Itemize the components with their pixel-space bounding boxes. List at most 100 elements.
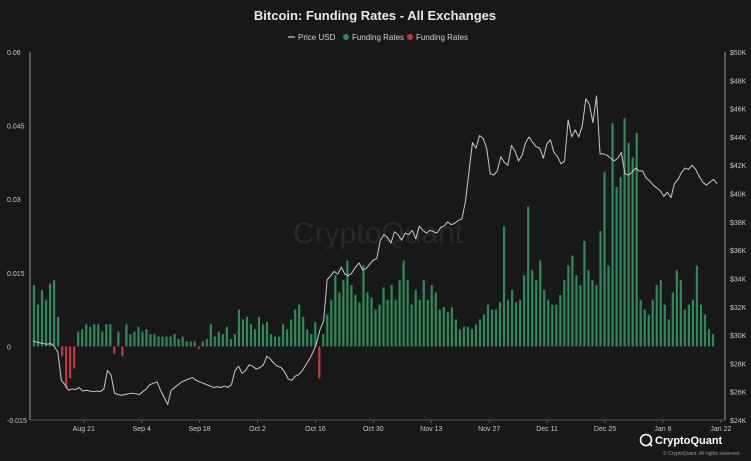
funding-bar-positive[interactable] bbox=[470, 329, 474, 347]
funding-bar-positive[interactable] bbox=[269, 334, 273, 347]
funding-bar-positive[interactable] bbox=[286, 329, 289, 347]
funding-bar-positive[interactable] bbox=[687, 304, 690, 347]
funding-bar-positive[interactable] bbox=[583, 240, 586, 347]
funding-bar-positive[interactable] bbox=[555, 304, 558, 347]
funding-bar-positive[interactable] bbox=[587, 270, 590, 347]
funding-bar-negative[interactable] bbox=[113, 346, 116, 354]
funding-bar-positive[interactable] bbox=[338, 292, 341, 347]
funding-bar-positive[interactable] bbox=[543, 289, 546, 347]
funding-bar-positive[interactable] bbox=[229, 339, 232, 347]
funding-bar-positive[interactable] bbox=[426, 299, 429, 347]
funding-bar-positive[interactable] bbox=[711, 334, 715, 347]
funding-bar-positive[interactable] bbox=[659, 280, 662, 347]
funding-bar-positive[interactable] bbox=[474, 324, 478, 347]
funding-bar-positive[interactable] bbox=[109, 324, 112, 347]
funding-bar-positive[interactable] bbox=[623, 118, 626, 347]
funding-bar-positive[interactable] bbox=[165, 336, 168, 347]
funding-bar-positive[interactable] bbox=[603, 172, 606, 347]
funding-bar-positive[interactable] bbox=[511, 289, 514, 347]
funding-bar-positive[interactable] bbox=[406, 280, 409, 347]
funding-bar-positive[interactable] bbox=[249, 324, 253, 347]
funding-bar-positive[interactable] bbox=[81, 329, 84, 347]
funding-bar-positive[interactable] bbox=[575, 275, 578, 347]
funding-bar-positive[interactable] bbox=[189, 341, 192, 347]
funding-bar-positive[interactable] bbox=[358, 302, 361, 347]
funding-bar-positive[interactable] bbox=[57, 316, 60, 347]
funding-bar-positive[interactable] bbox=[547, 299, 550, 347]
funding-bar-positive[interactable] bbox=[386, 299, 389, 347]
funding-bar-positive[interactable] bbox=[539, 260, 542, 347]
funding-bar-positive[interactable] bbox=[241, 319, 245, 347]
funding-bar-positive[interactable] bbox=[48, 283, 52, 347]
funding-bar-positive[interactable] bbox=[486, 304, 490, 347]
funding-bar-positive[interactable] bbox=[635, 132, 638, 347]
funding-bar-positive[interactable] bbox=[627, 142, 630, 347]
funding-bar-positive[interactable] bbox=[93, 324, 96, 347]
funding-bar-positive[interactable] bbox=[494, 309, 498, 347]
funding-bar-positive[interactable] bbox=[101, 331, 104, 347]
funding-bar-positive[interactable] bbox=[265, 321, 269, 347]
funding-bar-positive[interactable] bbox=[607, 265, 610, 347]
funding-bar-positive[interactable] bbox=[478, 319, 482, 347]
funding-bar-positive[interactable] bbox=[571, 255, 574, 347]
funding-bar-positive[interactable] bbox=[398, 280, 401, 347]
funding-bar-positive[interactable] bbox=[394, 299, 397, 347]
funding-bar-positive[interactable] bbox=[298, 304, 301, 347]
funding-bar-positive[interactable] bbox=[193, 341, 196, 347]
funding-bar-positive[interactable] bbox=[418, 299, 421, 347]
funding-bar-positive[interactable] bbox=[506, 299, 510, 347]
funding-bar-positive[interactable] bbox=[85, 324, 88, 347]
funding-bar-positive[interactable] bbox=[257, 316, 261, 347]
funding-bar-positive[interactable] bbox=[535, 280, 538, 347]
funding-bar-positive[interactable] bbox=[683, 309, 686, 347]
funding-bar-positive[interactable] bbox=[44, 299, 48, 347]
funding-bar-positive[interactable] bbox=[430, 285, 433, 347]
funding-bar-positive[interactable] bbox=[370, 297, 373, 347]
funding-bar-positive[interactable] bbox=[314, 321, 317, 347]
funding-bar-positive[interactable] bbox=[502, 226, 506, 347]
funding-bar-positive[interactable] bbox=[302, 316, 305, 347]
funding-bar-positive[interactable] bbox=[153, 334, 156, 347]
funding-bar-positive[interactable] bbox=[366, 292, 369, 347]
funding-bar-positive[interactable] bbox=[599, 231, 602, 347]
legend-item-funding-negative[interactable]: Funding Rates bbox=[407, 33, 468, 42]
funding-bar-positive[interactable] bbox=[322, 334, 325, 347]
funding-bar-positive[interactable] bbox=[563, 280, 566, 347]
funding-bar-negative[interactable] bbox=[65, 346, 68, 389]
funding-bar-positive[interactable] bbox=[595, 285, 598, 347]
funding-bar-positive[interactable] bbox=[294, 309, 297, 347]
funding-bar-positive[interactable] bbox=[450, 307, 453, 347]
funding-bar-positive[interactable] bbox=[201, 341, 204, 347]
funding-bar-positive[interactable] bbox=[523, 275, 526, 347]
funding-bar-positive[interactable] bbox=[442, 307, 445, 347]
funding-bar-negative[interactable] bbox=[73, 346, 76, 369]
funding-bar-positive[interactable] bbox=[177, 339, 180, 347]
funding-bar-positive[interactable] bbox=[579, 285, 582, 347]
funding-bar-positive[interactable] bbox=[551, 304, 554, 347]
funding-bar-positive[interactable] bbox=[310, 334, 313, 347]
funding-bar-positive[interactable] bbox=[699, 304, 703, 347]
funding-bar-positive[interactable] bbox=[145, 329, 148, 347]
funding-bar-positive[interactable] bbox=[141, 331, 144, 347]
funding-bar-positive[interactable] bbox=[362, 265, 365, 347]
funding-bar-positive[interactable] bbox=[277, 336, 281, 347]
funding-bar-positive[interactable] bbox=[531, 270, 534, 347]
funding-bar-positive[interactable] bbox=[32, 285, 36, 347]
funding-bar-positive[interactable] bbox=[133, 331, 136, 347]
funding-bar-positive[interactable] bbox=[695, 265, 699, 347]
funding-bar-positive[interactable] bbox=[290, 319, 293, 347]
funding-bar-positive[interactable] bbox=[454, 319, 457, 347]
funding-bar-negative[interactable] bbox=[69, 346, 72, 379]
funding-bar-positive[interactable] bbox=[703, 314, 707, 347]
funding-bar-positive[interactable] bbox=[414, 289, 417, 347]
funding-bar-positive[interactable] bbox=[217, 331, 220, 347]
funding-bar-positive[interactable] bbox=[169, 336, 172, 347]
funding-bar-positive[interactable] bbox=[675, 270, 678, 347]
funding-bar-positive[interactable] bbox=[161, 336, 164, 347]
funding-bar-positive[interactable] bbox=[410, 304, 413, 347]
funding-bar-positive[interactable] bbox=[261, 324, 265, 347]
funding-bar-positive[interactable] bbox=[527, 206, 530, 347]
funding-bar-positive[interactable] bbox=[334, 275, 337, 347]
funding-bar-positive[interactable] bbox=[663, 304, 666, 347]
funding-bar-positive[interactable] bbox=[639, 299, 642, 347]
